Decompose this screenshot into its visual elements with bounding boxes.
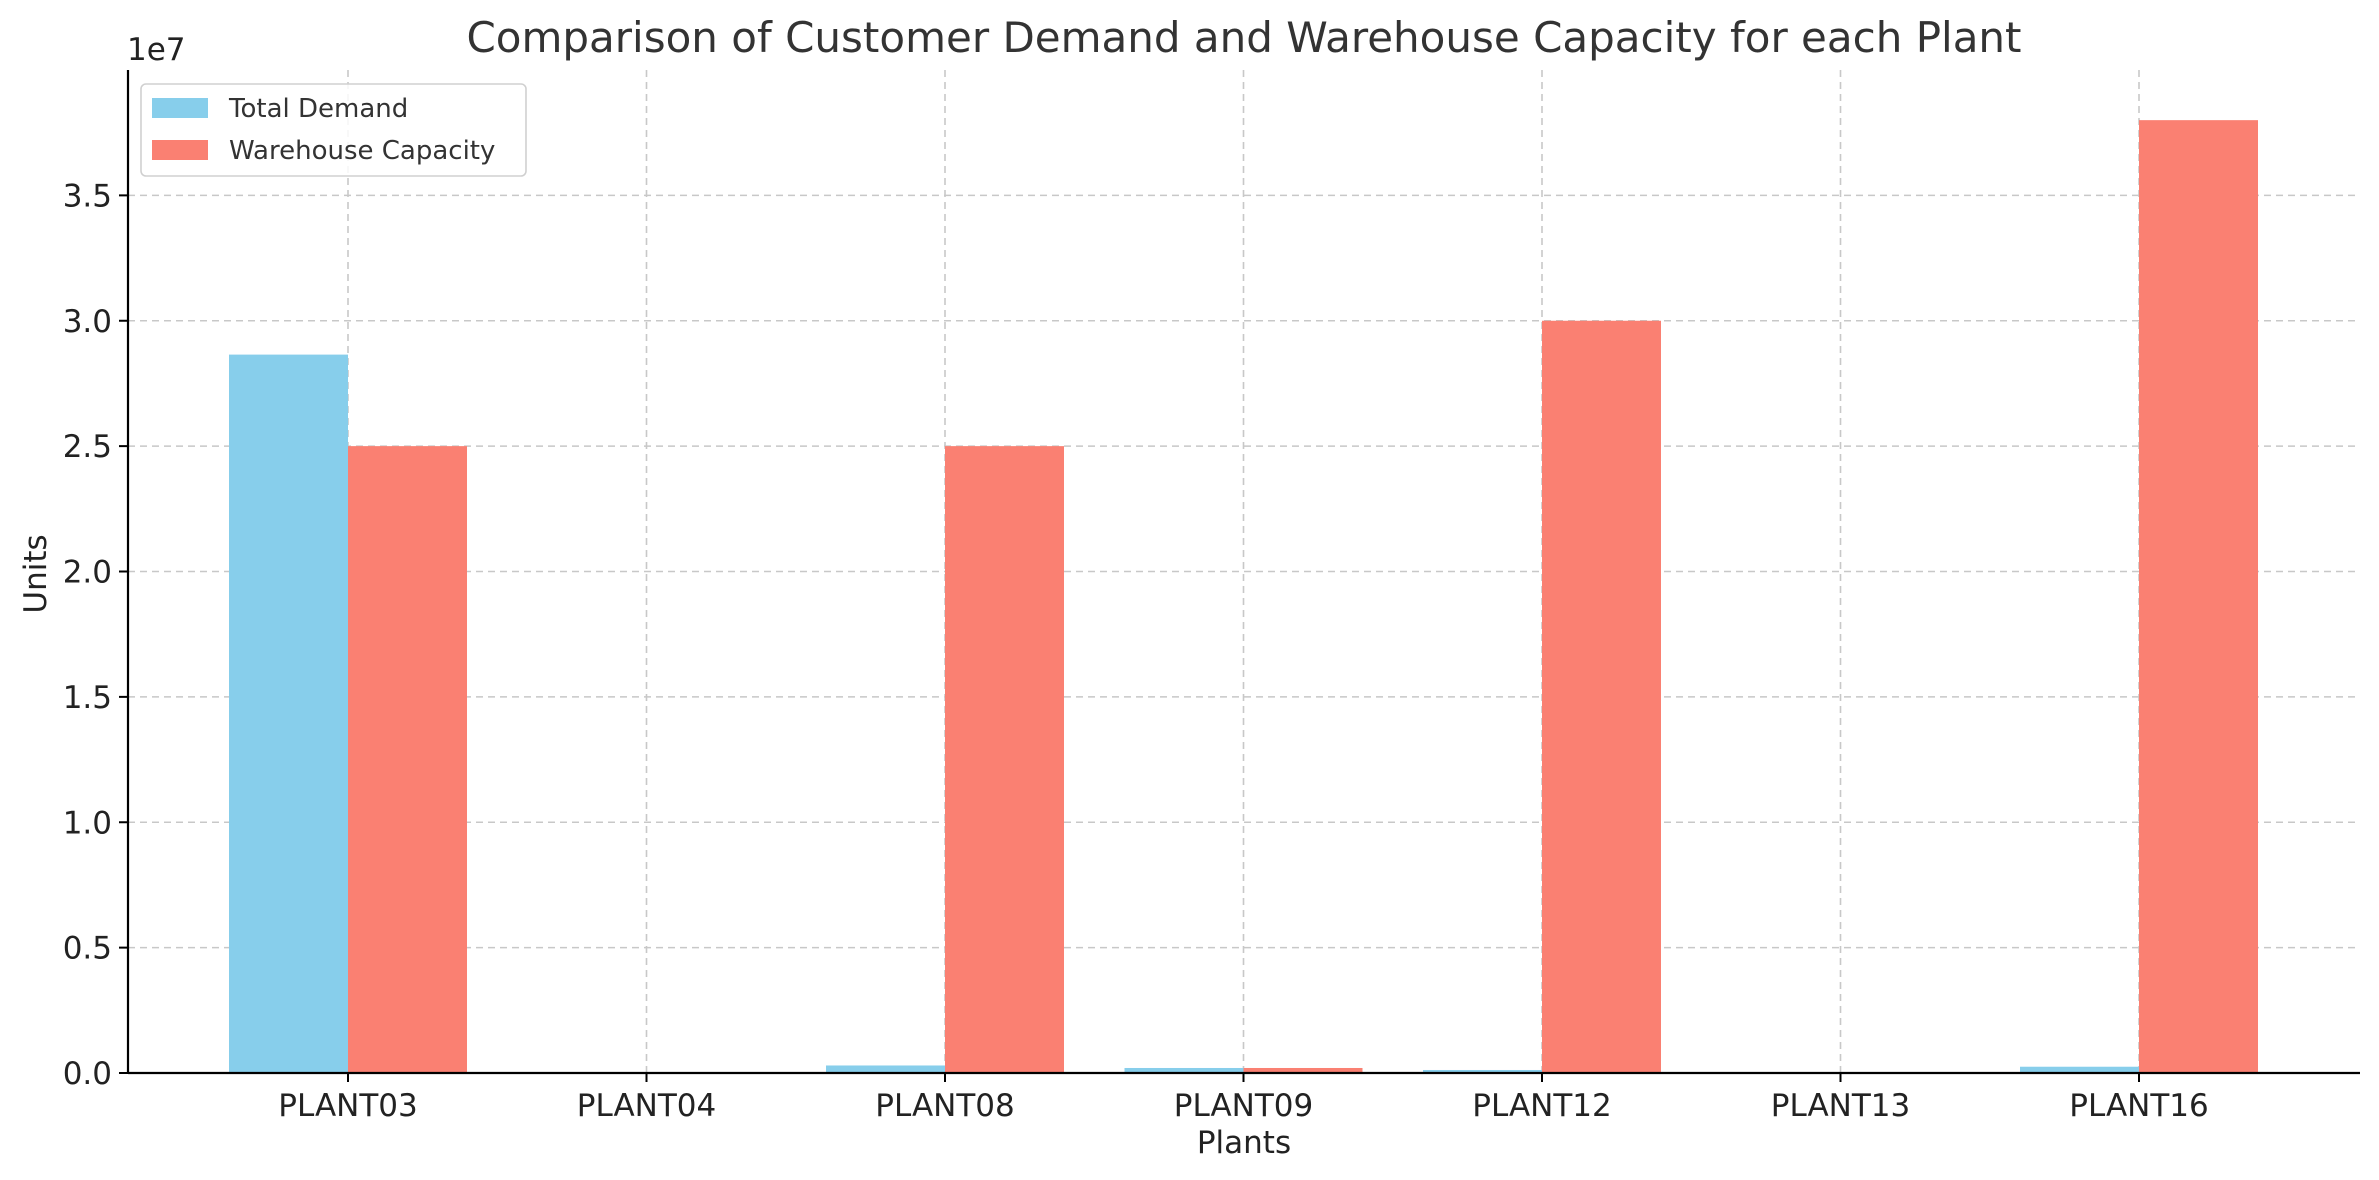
bar-warehouse-capacity-plant16 bbox=[2139, 120, 2258, 1073]
y-tick-label: 2.5 bbox=[63, 429, 112, 465]
axis-layer: 0.0 0.5 1.0 1.5 2.0 2.5 3.0 3.5 PLANT03 PLANT04 PL… bbox=[63, 70, 2360, 1124]
y-tick-label: 0.0 bbox=[63, 1056, 112, 1092]
legend-label-total-demand: Total Demand bbox=[228, 94, 408, 124]
bar-total-demand-plant03 bbox=[229, 354, 348, 1073]
y-axis-offset-label: 1e7 bbox=[127, 32, 186, 68]
y-tick-label: 1.0 bbox=[63, 805, 112, 841]
y-axis-label: Units bbox=[18, 534, 54, 613]
x-axis-label: Plants bbox=[1197, 1125, 1291, 1161]
x-tick-label-plant13: PLANT13 bbox=[1771, 1088, 1910, 1124]
legend: Total Demand Warehouse Capacity bbox=[140, 83, 527, 177]
legend-label-warehouse-capacity: Warehouse Capacity bbox=[229, 136, 495, 166]
bar-total-demand-plant12 bbox=[1423, 1069, 1542, 1073]
bar-layer bbox=[229, 120, 2258, 1073]
bar-warehouse-capacity-plant03 bbox=[348, 446, 467, 1073]
bar-warehouse-capacity-plant12 bbox=[1542, 320, 1661, 1073]
bar-total-demand-plant08 bbox=[826, 1065, 945, 1073]
x-tick-label-plant09: PLANT09 bbox=[1174, 1088, 1313, 1124]
grid-layer bbox=[128, 70, 2360, 1074]
y-tick-label: 3.5 bbox=[63, 178, 112, 214]
y-tick-label: 3.0 bbox=[63, 304, 112, 340]
legend-box bbox=[140, 83, 527, 177]
bar-warehouse-capacity-plant08 bbox=[945, 446, 1064, 1073]
x-tick-label-plant08: PLANT08 bbox=[875, 1088, 1014, 1124]
y-tick-label: 0.5 bbox=[63, 931, 112, 967]
legend-swatch-warehouse-capacity bbox=[152, 140, 208, 160]
chart-title: Comparison of Customer Demand and Wareho… bbox=[466, 13, 2021, 62]
x-tick-label-plant03: PLANT03 bbox=[278, 1088, 417, 1124]
y-tick-label: 1.5 bbox=[63, 680, 112, 716]
bar-total-demand-plant09 bbox=[1124, 1067, 1244, 1073]
x-tick-label-plant16: PLANT16 bbox=[2069, 1088, 2208, 1124]
bar-total-demand-plant16 bbox=[2020, 1066, 2139, 1073]
bar-warehouse-capacity-plant09 bbox=[1243, 1067, 1363, 1073]
legend-swatch-total-demand bbox=[152, 98, 208, 118]
y-tick-label: 2.0 bbox=[63, 555, 112, 591]
x-tick-label-plant12: PLANT12 bbox=[1472, 1088, 1611, 1124]
x-tick-label-plant04: PLANT04 bbox=[577, 1088, 716, 1124]
